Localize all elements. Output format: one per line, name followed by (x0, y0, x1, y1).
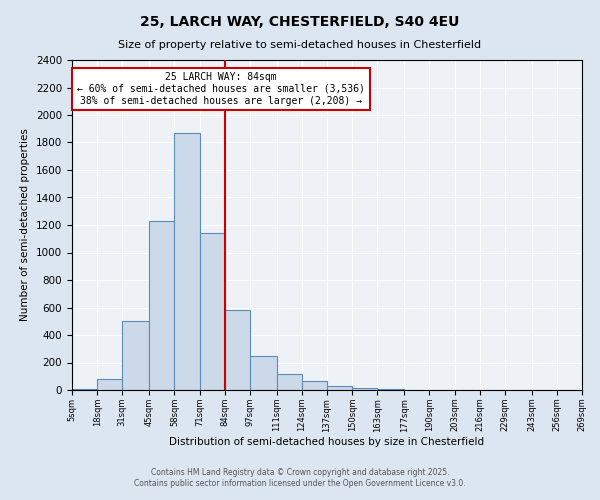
Bar (277, 374, 302, 390)
Bar (224, 310, 250, 390)
X-axis label: Distribution of semi-detached houses by size in Chesterfield: Distribution of semi-detached houses by … (169, 437, 485, 447)
Bar (122, 322, 149, 390)
Bar (97, 379, 122, 390)
Text: Contains HM Land Registry data © Crown copyright and database right 2025.
Contai: Contains HM Land Registry data © Crown c… (134, 468, 466, 487)
Bar (352, 388, 377, 390)
Bar (327, 386, 352, 390)
Bar (199, 233, 224, 390)
Bar (302, 381, 327, 390)
Text: 25, LARCH WAY, CHESTERFIELD, S40 4EU: 25, LARCH WAY, CHESTERFIELD, S40 4EU (140, 15, 460, 29)
Bar (149, 221, 175, 390)
Text: Size of property relative to semi-detached houses in Chesterfield: Size of property relative to semi-detach… (118, 40, 482, 50)
Bar (175, 133, 199, 390)
Bar (250, 356, 277, 390)
Text: 25 LARCH WAY: 84sqm
← 60% of semi-detached houses are smaller (3,536)
38% of sem: 25 LARCH WAY: 84sqm ← 60% of semi-detach… (77, 72, 365, 106)
Y-axis label: Number of semi-detached properties: Number of semi-detached properties (20, 128, 31, 322)
